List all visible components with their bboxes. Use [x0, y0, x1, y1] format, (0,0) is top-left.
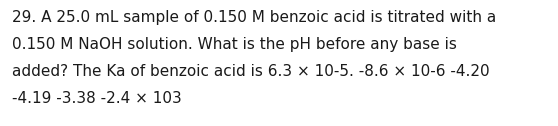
- Text: 0.150 M NaOH solution. What is the pH before any base is: 0.150 M NaOH solution. What is the pH be…: [12, 37, 457, 52]
- Text: 29. A 25.0 mL sample of 0.150 M benzoic acid is titrated with a: 29. A 25.0 mL sample of 0.150 M benzoic …: [12, 10, 496, 25]
- Text: -4.19 -3.38 -2.4 × 103: -4.19 -3.38 -2.4 × 103: [12, 91, 182, 106]
- Text: added? The Ka of benzoic acid is 6.3 × 10-5. -8.6 × 10-6 -4.20: added? The Ka of benzoic acid is 6.3 × 1…: [12, 64, 489, 79]
